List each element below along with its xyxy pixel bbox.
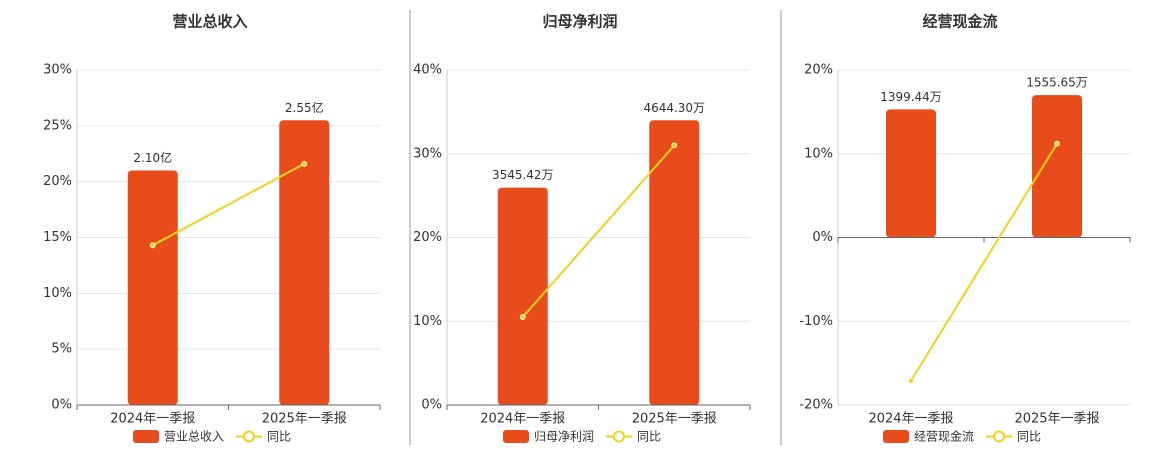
legend-swatch <box>503 430 529 443</box>
legend-label: 同比 <box>637 430 661 444</box>
y-tick-label: 15% <box>43 230 72 245</box>
y-tick-label: 10% <box>43 286 72 301</box>
x-tick-label: 2025年一季报 <box>262 412 347 427</box>
y-tick-label: 0% <box>421 398 442 413</box>
line-point <box>1054 140 1060 147</box>
line <box>152 162 305 247</box>
line-point <box>519 314 526 320</box>
line-point <box>149 242 156 249</box>
line-point <box>301 160 308 167</box>
bar-label: 2.10亿 <box>133 150 172 165</box>
legend-swatch <box>243 430 256 443</box>
y-tick-label: 25% <box>43 118 72 133</box>
x-tick-label: 2024年一季报 <box>868 412 953 427</box>
legend-swatch <box>883 430 909 443</box>
bar <box>497 187 548 405</box>
legend-label: 同比 <box>1017 430 1041 444</box>
bar <box>127 170 178 405</box>
bar <box>886 109 936 238</box>
y-tick-label: 20% <box>43 174 72 189</box>
line <box>910 143 1058 382</box>
x-tick-label: 2024年一季报 <box>110 412 195 427</box>
bar <box>1032 95 1082 238</box>
legend-swatch <box>993 430 1006 443</box>
bar-label: 2.55亿 <box>285 100 324 115</box>
bar <box>279 120 330 405</box>
y-tick-label: 20% <box>804 63 833 78</box>
bar-label: 4644.30万 <box>643 101 705 115</box>
x-tick-label: 2025年一季报 <box>1014 412 1099 427</box>
y-tick-label: -20% <box>799 398 833 413</box>
bar <box>649 120 700 405</box>
x-tick-label: 2024年一季报 <box>480 412 565 427</box>
y-tick-label: 0% <box>812 230 833 245</box>
line <box>522 144 675 318</box>
y-tick-label: 20% <box>413 230 442 245</box>
line-point <box>908 377 914 384</box>
bar-label: 1555.65万 <box>1026 76 1088 90</box>
x-tick-label: 2025年一季报 <box>632 412 717 427</box>
legend-label: 经营现金流 <box>914 429 974 444</box>
chart-title: 归母净利润 <box>542 13 617 31</box>
legend-label: 归母净利润 <box>534 430 594 444</box>
legend-label: 同比 <box>267 430 291 444</box>
y-tick-label: 30% <box>43 63 72 78</box>
bar-label: 1399.44万 <box>880 90 942 104</box>
y-tick-label: -10% <box>799 314 833 329</box>
y-tick-label: 0% <box>51 398 72 413</box>
legend-label: 营业总收入 <box>164 430 224 444</box>
y-tick-label: 10% <box>413 314 442 329</box>
legend-swatch <box>133 430 159 443</box>
legend-swatch <box>613 430 626 443</box>
bar-label: 3545.42万 <box>492 168 554 182</box>
chart-title: 经营现金流 <box>922 13 997 31</box>
y-tick-label: 5% <box>51 342 72 357</box>
line-point <box>671 142 678 149</box>
y-tick-label: 30% <box>413 146 442 161</box>
y-tick-label: 40% <box>413 63 442 78</box>
chart-title: 营业总收入 <box>172 13 247 31</box>
y-tick-label: 10% <box>804 146 833 161</box>
